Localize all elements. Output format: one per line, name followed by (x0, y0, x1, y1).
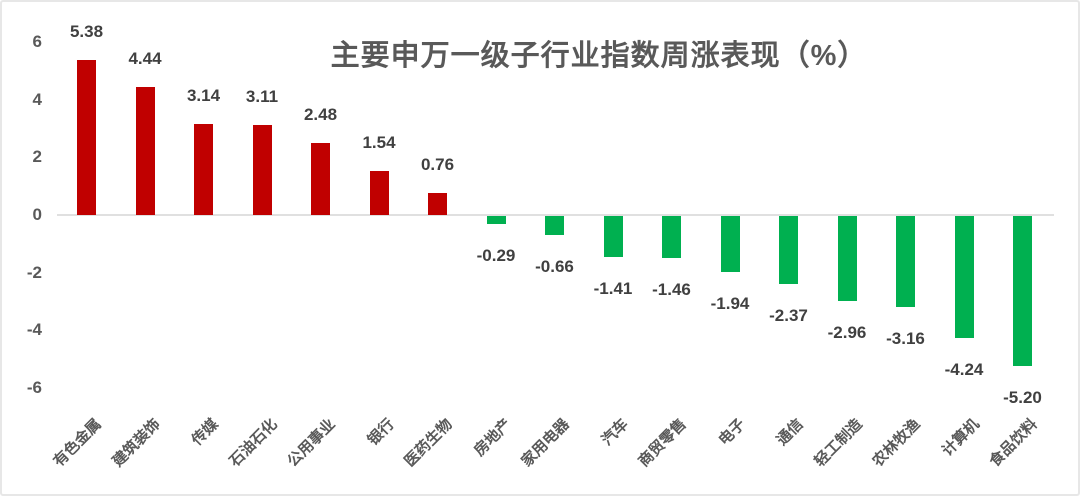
category-label: 家用电器 (518, 415, 574, 471)
value-label: -3.16 (886, 329, 925, 349)
y-axis-tick-label: -4 (26, 320, 42, 340)
bar (896, 216, 915, 308)
bar (135, 86, 155, 215)
bar (428, 193, 447, 215)
bar (837, 216, 857, 302)
bar (545, 216, 564, 236)
y-axis-tick-label: -2 (26, 262, 42, 282)
value-label: 3.14 (186, 86, 221, 106)
bar (720, 216, 740, 272)
value-label: -2.37 (769, 306, 808, 326)
category-label: 建筑装饰 (109, 415, 164, 471)
bar (662, 216, 681, 259)
y-axis-tick-label: 4 (32, 89, 42, 109)
category-label: 房地产 (470, 415, 515, 460)
category-label: 电子 (715, 415, 749, 449)
bar (194, 124, 213, 215)
y-axis-tick-label: -6 (26, 378, 42, 398)
category-label: 公用事业 (284, 415, 340, 471)
y-axis-tick-label: 6 (32, 31, 42, 51)
value-label: 5.38 (69, 21, 104, 41)
category-label: 通信 (773, 415, 808, 449)
value-label: -0.66 (535, 257, 574, 277)
value-label: -4.24 (944, 360, 984, 380)
bar (252, 125, 272, 215)
category-label: 轻工制造 (811, 415, 866, 471)
y-axis-tick-label: 2 (32, 147, 42, 167)
bar (369, 170, 389, 215)
value-label: -1.41 (593, 278, 633, 298)
value-label: 2.48 (303, 105, 338, 125)
category-label: 食品饮料 (986, 415, 1042, 471)
zero-axis-line (57, 214, 1054, 216)
category-label: 医药生物 (401, 415, 457, 471)
category-label: 汽车 (598, 415, 632, 449)
chart-title: 主要申万一级子行业指数周涨表现（%） (330, 40, 868, 72)
bar (603, 216, 623, 257)
y-axis-tick-label: 0 (32, 205, 42, 224)
category-label: 计算机 (938, 415, 983, 460)
value-label: 0.76 (420, 155, 455, 175)
category-label: 石油石化 (226, 415, 281, 471)
bar (1013, 216, 1032, 367)
value-label: -1.46 (652, 280, 691, 300)
value-label: 4.44 (128, 48, 162, 68)
category-label: 传媒 (188, 415, 223, 449)
value-label: 1.54 (362, 132, 396, 152)
bar (954, 216, 974, 339)
category-label: 银行 (364, 415, 398, 449)
value-label: -2.96 (827, 323, 867, 343)
bar (311, 143, 330, 215)
bar (486, 216, 506, 225)
value-label: -0.29 (476, 246, 516, 266)
value-label: -1.94 (710, 293, 750, 313)
bar (77, 59, 96, 215)
value-label: 3.11 (245, 87, 279, 107)
category-label: 有色金属 (50, 415, 106, 471)
category-label: 商贸零售 (635, 415, 691, 471)
category-label: 农林牧渔 (869, 415, 925, 471)
bar (779, 216, 798, 285)
value-label: -5.20 (1003, 388, 1042, 408)
